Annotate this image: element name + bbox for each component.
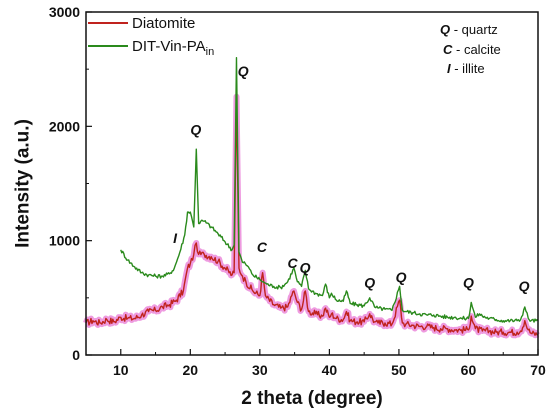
series-line-0 xyxy=(85,95,539,337)
phase-key-illite: I - illite xyxy=(447,61,485,76)
x-tick-label: 40 xyxy=(322,362,338,378)
peak-label: Q xyxy=(364,275,375,291)
y-tick-label: 1000 xyxy=(49,233,80,249)
phase-key-text: - quartz xyxy=(450,22,498,37)
phase-key-quartz: Q - quartz xyxy=(440,22,498,37)
x-tick-label: 20 xyxy=(183,362,199,378)
ticks-layer: 10 20 30 40 50 60 70 0 1000 2000 3000 xyxy=(49,4,546,378)
x-tick-label: 30 xyxy=(252,362,268,378)
peak-label: Q xyxy=(190,121,201,137)
legend-label-main: DIT-Vin-PA xyxy=(132,38,206,55)
phase-key-text: - illite xyxy=(451,61,485,76)
legend: Diatomite DIT-Vin-PAin xyxy=(88,15,214,58)
diatomite-noise-band-layer xyxy=(83,93,541,339)
phase-key-calcite: C - calcite xyxy=(443,42,501,57)
phase-key-symbol: I xyxy=(447,61,451,76)
peak-label: Q xyxy=(463,275,474,291)
x-tick-label: 50 xyxy=(391,362,407,378)
peak-label: C xyxy=(287,255,298,271)
peak-label: Q xyxy=(396,269,407,285)
legend-label-subscript: in xyxy=(206,46,215,58)
phase-key-symbol: Q xyxy=(440,22,450,37)
legend-label-dit-vin-pain: DIT-Vin-PAin xyxy=(132,38,214,58)
peak-label: I xyxy=(173,230,178,246)
y-tick-label: 2000 xyxy=(49,118,80,134)
x-tick-label: 70 xyxy=(530,362,546,378)
series-line-1 xyxy=(120,57,539,323)
y-tick-label: 0 xyxy=(72,347,80,363)
series-band-0 xyxy=(83,93,541,339)
peak-label: C xyxy=(257,239,268,255)
phase-key: Q - quartz C - calcite I - illite xyxy=(440,22,501,76)
legend-label-diatomite: Diatomite xyxy=(132,15,195,32)
series-layer xyxy=(85,57,539,337)
phase-key-text: - calcite xyxy=(452,42,500,57)
phase-key-symbol: C xyxy=(443,42,453,57)
x-tick-label: 60 xyxy=(461,362,477,378)
peak-label: Q xyxy=(300,260,311,276)
x-tick-label: 10 xyxy=(113,362,129,378)
x-axis-title: 2 theta (degree) xyxy=(241,388,382,409)
y-tick-label: 3000 xyxy=(49,4,80,20)
peak-label: Q xyxy=(519,278,530,294)
peak-label: Q xyxy=(238,63,249,79)
y-axis-title: Intensity (a.u.) xyxy=(13,119,34,248)
